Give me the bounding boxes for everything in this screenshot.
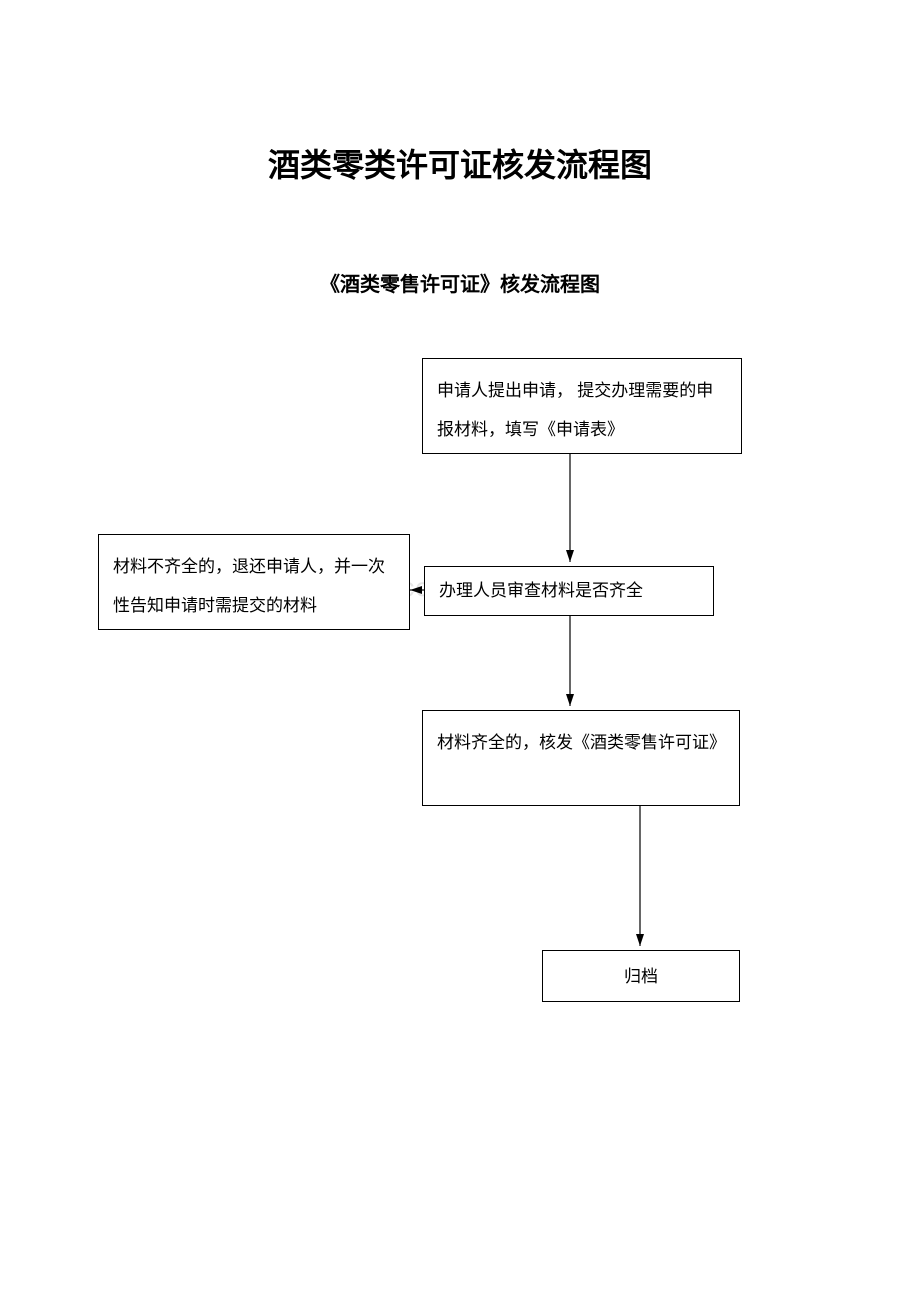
flowchart-node-n4: 材料齐全的，核发《酒类零售许可证》	[422, 710, 740, 806]
sub-title: 《酒类零售许可证》核发流程图	[0, 268, 920, 297]
flowchart-node-n2: 材料不齐全的，退还申请人，并一次性告知申请时需提交的材料	[98, 534, 410, 630]
arrow-e3	[555, 601, 585, 721]
arrow-e1	[555, 439, 585, 577]
arrow-e2	[395, 575, 439, 605]
main-title: 酒类零类许可证核发流程图	[0, 140, 920, 186]
arrow-e4	[625, 791, 655, 961]
